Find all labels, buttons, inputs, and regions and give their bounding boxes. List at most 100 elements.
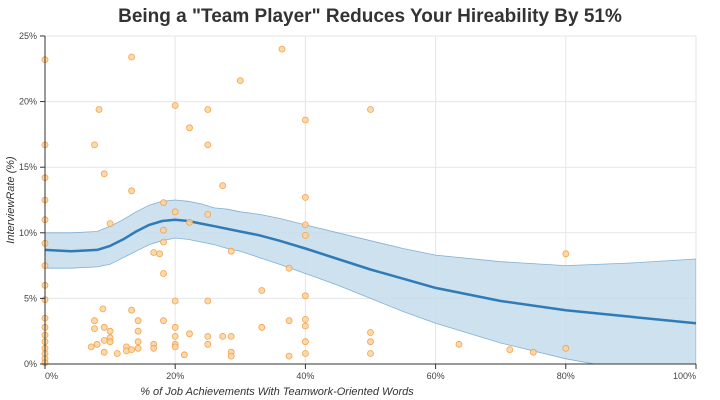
scatter-point [301, 322, 309, 330]
x-tick-label: 0% [45, 371, 58, 381]
y-tick-label: 20% [19, 97, 37, 107]
scatter-point [258, 323, 266, 331]
scatter-point [171, 343, 179, 351]
scatter-point [160, 226, 167, 234]
scatter-point [171, 102, 179, 109]
x-axis-label: % of Job Achievements With Teamwork-Orie… [140, 386, 414, 398]
scatter-point [219, 332, 227, 340]
scatter-point [91, 141, 98, 149]
scatter-point [227, 352, 235, 360]
scatter-point [186, 218, 193, 226]
scatter-point [285, 317, 293, 325]
chart-title: Being a "Team Player" Reduces Your Hirea… [118, 6, 622, 27]
scatter-point [134, 327, 142, 335]
scatter-point [285, 264, 293, 272]
x-tick-label: 20% [166, 371, 184, 381]
scatter-point [227, 332, 235, 340]
scatter-point [278, 45, 286, 53]
y-tick-label: 10% [19, 228, 37, 238]
x-tick-label: 80% [557, 371, 575, 381]
confidence-band-group [45, 199, 696, 364]
scatter-point [128, 346, 136, 354]
y-tick-label: 0% [24, 359, 37, 369]
scatter-point [562, 344, 570, 352]
confidence-band [45, 199, 696, 364]
trend-line [45, 218, 696, 325]
scatter-point [150, 344, 158, 352]
scatter-point [160, 199, 167, 207]
axes [40, 35, 697, 369]
scatter-point [91, 325, 98, 333]
scatter-point [156, 250, 164, 258]
scatter-point [171, 332, 179, 340]
scatter-point [100, 348, 108, 356]
scatter-point [186, 124, 193, 132]
scatter-point [160, 317, 167, 325]
scatter-point [204, 141, 212, 149]
scatter-point [113, 350, 121, 357]
scatter-point [529, 348, 537, 356]
scatter-point [301, 350, 309, 357]
scatter-point [128, 187, 136, 195]
scatter-point [301, 193, 309, 201]
scatter-point [93, 340, 101, 348]
scatter-point [180, 351, 188, 359]
scatter-point [455, 340, 463, 348]
scatter-point [301, 231, 309, 239]
scatter-point [134, 338, 142, 346]
scatter-point [106, 220, 114, 228]
scatter-point [134, 317, 142, 325]
scatter-point [367, 338, 374, 346]
scatter-point [171, 323, 179, 331]
scatter-point [219, 182, 227, 190]
scatter-point [506, 346, 514, 354]
scatter-point [301, 338, 309, 346]
scatter-point [106, 327, 114, 335]
scatter-point [204, 340, 212, 348]
scatter-point [186, 330, 193, 338]
scatter-point [100, 323, 108, 331]
scatter-point [204, 106, 212, 113]
scatter-point [301, 221, 309, 229]
scatter-point [204, 332, 212, 340]
scatter-point [171, 208, 179, 216]
scatter-point [134, 344, 142, 352]
scatter-point [160, 238, 167, 246]
scatter-point [128, 306, 136, 314]
scatter-point [100, 336, 108, 344]
trend-line-group [45, 218, 696, 325]
scatter-point [301, 292, 309, 300]
scatter-point [91, 317, 98, 325]
scatter-point [367, 350, 374, 357]
scatter-point [99, 305, 107, 313]
x-tick-label: 100% [673, 371, 696, 381]
scatter-point [204, 297, 212, 305]
x-tick-label: 60% [427, 371, 445, 381]
scatter-points [41, 45, 570, 367]
scatter-point [227, 247, 235, 255]
scatter-point [285, 352, 293, 360]
scatter-point [562, 250, 570, 258]
scatter-point [100, 170, 108, 178]
scatter-point [171, 297, 179, 305]
scatter-point [367, 106, 374, 113]
scatter-point [95, 106, 103, 113]
scatter-point [106, 338, 114, 346]
scatter-point [258, 287, 266, 294]
scatter-point [128, 53, 136, 61]
scatter-point [236, 77, 244, 84]
y-tick-label: 25% [19, 31, 37, 41]
scatter-point [204, 210, 212, 218]
scatter-point [87, 343, 95, 351]
y-tick-label: 15% [19, 162, 37, 172]
scatter-point [150, 249, 158, 256]
y-tick-labels: 0% 5% 10% 15% 20% 25% [19, 31, 37, 369]
x-tick-label: 40% [296, 371, 314, 381]
scatter-point [367, 329, 374, 336]
y-tick-label: 5% [24, 293, 37, 303]
y-axis-label: InterviewRate (%) [5, 156, 17, 244]
scatter-point [301, 315, 309, 323]
x-tick-labels: 0% 20% 40% 60% 80% 100% [45, 371, 696, 381]
scatter-point [301, 116, 309, 124]
